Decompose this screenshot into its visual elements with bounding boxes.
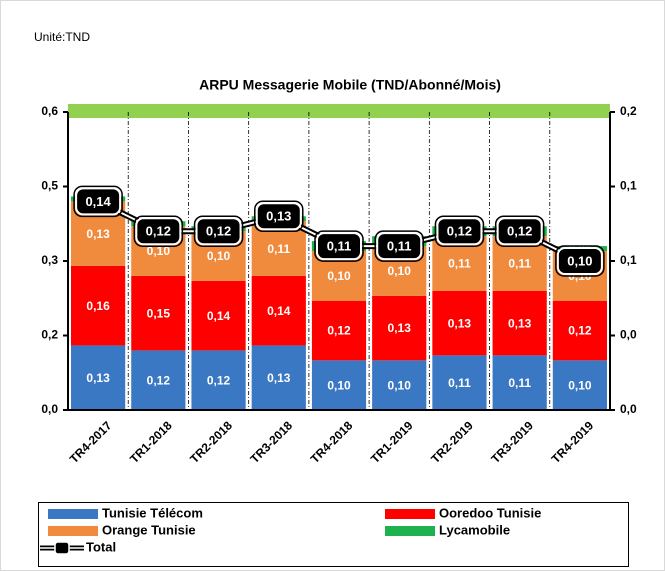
bar-segment [251, 275, 306, 346]
legend-swatch [48, 509, 98, 519]
data-label: 0,10 [207, 249, 231, 263]
legend-swatch [48, 526, 98, 536]
bar-segment [372, 295, 427, 361]
data-label: 0,11 [448, 257, 471, 271]
top-band [68, 104, 610, 118]
y2-tick-label: 0,0 [620, 402, 637, 416]
y-tick-label: 0,5 [41, 179, 58, 193]
data-label: 0,12 [568, 324, 592, 338]
bar-segment [432, 355, 487, 410]
data-label: 0,15 [147, 306, 171, 320]
total-marker-outline [314, 230, 364, 262]
unit-note: Unité:TND [34, 30, 90, 44]
y-tick-label: 0,6 [41, 104, 58, 118]
y-tick-label: 0,3 [41, 253, 58, 267]
bar-segment [492, 355, 547, 410]
total-label: 0,10 [567, 253, 592, 268]
total-marker-outline [494, 215, 545, 247]
total-label: 0,12 [146, 224, 171, 239]
data-label: 0,13 [267, 371, 291, 385]
total-marker-outline [434, 215, 485, 247]
total-marker [255, 202, 302, 231]
legend-box [38, 502, 629, 567]
total-label: 0,12 [507, 224, 532, 239]
bar-segment [251, 345, 306, 410]
bar-segment [311, 300, 367, 361]
legend-marker [54, 541, 70, 555]
total-marker-outline [133, 215, 184, 247]
bar-segment [432, 290, 487, 356]
data-label: 0,11 [267, 242, 290, 256]
bar-segment [131, 275, 186, 351]
total-label: 0,13 [266, 209, 291, 224]
total-marker [496, 217, 543, 246]
bar-segment [372, 360, 427, 410]
bar-segment [191, 280, 246, 351]
data-label: 0,13 [86, 371, 110, 385]
data-label: 0,14 [267, 304, 291, 318]
data-label: 0,10 [388, 378, 412, 392]
total-marker [376, 232, 423, 261]
bar-segment [552, 360, 607, 410]
bar-segment [131, 350, 186, 410]
total-marker [436, 217, 483, 246]
legend-swatch [385, 509, 435, 519]
total-marker-outline [555, 245, 605, 277]
total-marker-outline [73, 185, 123, 218]
data-label: 0,13 [86, 227, 110, 241]
bar-segment [552, 300, 607, 361]
y-tick-label: 0,2 [41, 328, 58, 342]
total-label: 0,12 [447, 224, 472, 239]
data-label: 0,12 [327, 324, 351, 338]
total-marker-outline [193, 215, 244, 247]
data-label: 0,13 [388, 321, 412, 335]
legend-label: Lycamobile [439, 522, 510, 537]
data-label: 0,14 [207, 309, 231, 323]
data-label: 0,11 [508, 257, 531, 271]
y2-tick-label: 0,2 [620, 104, 637, 118]
legend-swatch [385, 526, 435, 536]
data-label: 0,11 [448, 376, 471, 390]
total-label: 0,11 [327, 239, 352, 254]
total-marker-outline [374, 230, 424, 262]
total-label: 0,12 [206, 224, 231, 239]
data-label: 0,13 [448, 316, 472, 330]
total-marker-outline [254, 200, 304, 233]
data-label: 0,10 [388, 264, 412, 278]
legend-label: Total [86, 539, 116, 554]
bar-segment [71, 345, 126, 410]
bar-segment [492, 290, 547, 356]
total-marker [316, 232, 362, 261]
y2-tick-label: 0,1 [620, 179, 637, 193]
data-label: 0,10 [327, 269, 351, 283]
total-label: 0,14 [85, 194, 111, 209]
y2-tick-label: 0,0 [620, 328, 637, 342]
data-label: 0,11 [508, 376, 531, 390]
data-label: 0,10 [568, 378, 592, 392]
legend-label: Ooredoo Tunisie [439, 505, 541, 520]
total-marker [195, 217, 242, 246]
data-label: 0,12 [207, 373, 231, 387]
chart-title: ARPU Messagerie Mobile (TND/Abonné/Mois) [199, 77, 501, 93]
y2-tick-label: 0,1 [620, 253, 637, 267]
bar-segment [71, 265, 126, 346]
data-label: 0,10 [327, 378, 351, 392]
data-label: 0,13 [508, 316, 532, 330]
bar-segment [311, 360, 367, 410]
data-label: 0,10 [147, 244, 171, 258]
total-marker [556, 247, 603, 275]
bar-segment [191, 350, 246, 410]
legend-label: Tunisie Télécom [102, 505, 203, 520]
legend-label: Orange Tunisie [102, 522, 196, 537]
total-marker [135, 217, 182, 246]
data-label: 0,16 [86, 299, 110, 313]
data-label: 0,12 [147, 373, 171, 387]
total-marker [75, 187, 122, 216]
total-label: 0,11 [387, 239, 412, 254]
y-tick-label: 0,0 [41, 402, 58, 416]
